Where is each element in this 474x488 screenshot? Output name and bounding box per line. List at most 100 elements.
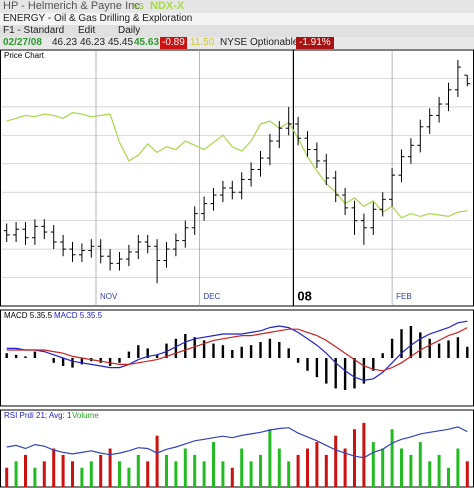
macd-histogram-bar (278, 342, 281, 358)
macd-histogram-bar (193, 337, 196, 358)
exchange: NYSE (220, 37, 248, 48)
macd-histogram-bar (381, 353, 384, 358)
volume-bar (456, 448, 460, 487)
panel (0, 409, 474, 488)
macd-histogram-bar (447, 340, 450, 358)
macd-histogram-bar (155, 354, 159, 358)
low: 45.45 (108, 37, 134, 48)
macd-histogram-bar (428, 338, 431, 358)
volume-bar (136, 454, 140, 487)
volume-bar (221, 461, 225, 487)
volume-bar (183, 448, 187, 487)
macd-histogram-bar (306, 358, 309, 371)
volume-bar (61, 454, 65, 487)
volume-bar (334, 435, 338, 487)
volume-bar (296, 454, 300, 487)
period-select[interactable]: Daily (118, 25, 141, 36)
macd-histogram-bar (400, 329, 403, 358)
volume-bar (146, 461, 150, 487)
macd-histogram-bar (108, 358, 112, 366)
volume-bar (155, 435, 159, 487)
macd-histogram-bar (212, 343, 215, 358)
volume-bar (324, 454, 328, 487)
volume-bar (174, 461, 178, 487)
macd-histogram-bar (315, 358, 319, 378)
macd-histogram-bar (202, 340, 206, 358)
macd-histogram-bar (353, 358, 356, 389)
macd-histogram-bar (137, 345, 140, 358)
volume-bar (99, 454, 103, 487)
macd-histogram-bar (80, 358, 84, 365)
macd-histogram-bar (372, 358, 375, 371)
volume-bar (268, 429, 272, 487)
volume-bar (277, 448, 281, 487)
volume-bar (465, 461, 469, 487)
macd-histogram-bar (174, 338, 178, 358)
change: -0.89 (160, 37, 187, 49)
volume-bar (259, 454, 262, 487)
volume-bar (118, 461, 121, 487)
panel-title-2: Volume (72, 411, 99, 420)
open: 46.23 (52, 37, 78, 48)
macd-histogram-bar (390, 338, 394, 358)
volume-bar (80, 467, 84, 487)
volume-bar (306, 448, 309, 487)
macd-histogram-bar (296, 358, 300, 363)
x-tick-label: 08 (297, 288, 311, 303)
macd-histogram-bar (259, 342, 262, 358)
edit-button[interactable]: Edit (78, 25, 96, 36)
volume-bar (33, 467, 37, 487)
volume-bar (52, 448, 56, 487)
date: 02/27/08 (3, 37, 42, 48)
symbol: HP - Helmerich & Payne Inc (3, 0, 140, 12)
macd-histogram-bar (268, 338, 272, 358)
panel-title: RSI Prdi 21; Avg: 1 (4, 411, 72, 420)
macd-histogram-bar (325, 358, 328, 384)
line-series (6, 320, 468, 382)
optionable: Optionable (250, 37, 299, 48)
panel-title: MACD 5.35.5 (4, 311, 53, 320)
x-tick-label: NOV (100, 292, 118, 301)
volume-bar (390, 429, 394, 487)
quote-bar: 02/27/08 46.23 46.23 45.45 45.63 -0.89 1… (0, 37, 474, 49)
macd-histogram-bar (466, 346, 469, 358)
volume-bar (24, 454, 27, 487)
volume-bar (381, 448, 385, 487)
line-series (6, 111, 468, 219)
macd-histogram-bar (146, 348, 149, 358)
volume-bar (108, 448, 112, 487)
macd-histogram-bar (249, 345, 253, 358)
macd-histogram-bar (221, 345, 225, 358)
macd-histogram-bar (409, 326, 413, 358)
volume-bar (447, 467, 450, 487)
compare-symbol[interactable]: NDX-X (150, 0, 185, 12)
volume-bar (212, 442, 215, 487)
volume-bar (418, 442, 422, 487)
macd-histogram-bar (5, 353, 8, 358)
sector: ENERGY - Oil & Gas Drilling & Exploratio… (3, 13, 193, 24)
sector-bar: ENERGY - Oil & Gas Drilling & Exploratio… (0, 13, 474, 25)
volume-bar (240, 448, 244, 487)
panel-title-2: MACD 5.35.5 (54, 311, 103, 320)
macd-histogram-bar (343, 358, 347, 390)
volume-bar (362, 422, 366, 487)
volume-bar (315, 442, 319, 487)
macd-histogram-bar (287, 348, 290, 358)
macd-histogram-bar (165, 343, 168, 358)
macd-histogram-bar (362, 358, 366, 384)
layout-select[interactable]: F1 - Standard (3, 25, 65, 36)
macd-histogram-bar (71, 358, 74, 368)
change-percent: -1.91% (296, 37, 334, 49)
high: 46.23 (80, 37, 106, 48)
panel (0, 49, 474, 307)
x-tick-label: DEC (203, 292, 220, 301)
volume-bar (71, 461, 74, 487)
macd-histogram-bar (437, 343, 441, 358)
volume-bar (353, 429, 356, 487)
macd-histogram-bar (14, 354, 18, 358)
macd-histogram-bar (419, 332, 422, 358)
volume-bar (202, 461, 206, 487)
volume-bar (165, 454, 168, 487)
x-tick-label: FEB (396, 292, 412, 301)
